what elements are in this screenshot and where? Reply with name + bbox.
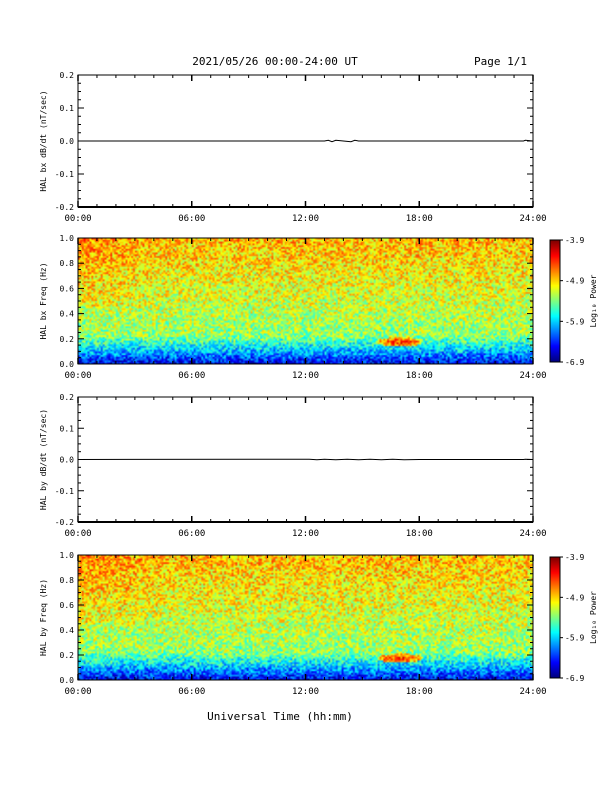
y-tick-label: 0.0 [60,676,75,685]
y-tick-label: 0.1 [60,104,75,113]
x-tick-label: 18:00 [406,529,433,539]
x-tick-label: 18:00 [406,687,433,697]
y-axis-label: HAL bx dB/dt (nT/sec) [39,90,48,191]
colorbar-tick-label: -4.9 [565,593,584,602]
x-tick-label: 06:00 [178,214,205,224]
colorbar-frame [549,239,561,363]
y-tick-label: -0.1 [55,487,74,496]
y-tick-label: -0.1 [55,170,74,179]
x-tick-label: 12:00 [292,687,319,697]
spectrogram-image [78,238,533,364]
colorbar-tick-label: -6.9 [565,674,584,683]
x-tick-label: 24:00 [519,214,546,224]
x-tick-label: 24:00 [519,687,546,697]
y-tick-label: 0.1 [60,424,75,433]
y-tick-label: 0.8 [60,576,75,585]
y-tick-label: 0.6 [60,601,75,610]
spectrogram-image [78,555,533,680]
colorbar-tick-label: -5.9 [565,634,584,643]
panel-bx-spectrogram: -3.9 -4.9 -5.9 -6.9 Log₁₀ Power 00:00 06:00 12:… [39,234,598,381]
y-axis-label: HAL by dB/dt (nT/sec) [39,409,48,510]
y-tick-label: 0.6 [60,284,75,293]
colorbar-image [550,240,560,362]
y-tick-label: 0.0 [60,456,75,465]
y-tick-label: 0.8 [60,259,75,268]
colorbar-image [550,557,560,678]
panels-group: 00:00 06:00 12:00 18:00 24:00 0.2 0.1 0.0 -0.1 -0… [39,71,598,697]
y-tick-label: 0.0 [60,360,75,369]
x-axis-label: Universal Time (hh:mm) [207,710,353,723]
y-axis-label: HAL by Freq (Hz) [39,579,48,656]
y-tick-label: 0.2 [60,651,75,660]
y-tick-label: 0.2 [60,393,75,402]
x-tick-label: 24:00 [519,529,546,539]
y-tick-label: 0.2 [60,71,75,80]
y-tick-label: 0.2 [60,335,75,344]
x-tick-label: 06:00 [178,371,205,381]
panel-by-spectrogram: -3.9 -4.9 -5.9 -6.9 Log₁₀ Power 00:00 06:00 12:… [39,551,598,697]
colorbar-label: Log₁₀ Power [589,274,598,327]
x-tick-label: 00:00 [64,371,91,381]
x-tick-label: 12:00 [292,214,319,224]
x-tick-label: 12:00 [292,371,319,381]
page-indicator: Page 1/1 [474,55,527,68]
colorbar-tick-label: -6.9 [565,358,584,367]
x-tick-label: 12:00 [292,529,319,539]
series-line [78,139,534,143]
x-tick-label: 18:00 [406,371,433,381]
y-tick-label: 0.4 [60,626,75,635]
x-tick-label: 00:00 [64,214,91,224]
figure-title: 2021/05/26 00:00-24:00 UT [192,55,358,68]
colorbar-tick-label: -3.9 [565,236,584,245]
y-tick-label: -0.2 [55,518,74,527]
series-line [77,458,534,461]
y-tick-label: -0.2 [55,203,74,212]
colorbar-tick-label: -5.9 [565,317,584,326]
x-tick-label: 18:00 [406,214,433,224]
x-tick-label: 06:00 [178,687,205,697]
x-tick-label: 00:00 [64,529,91,539]
y-tick-label: 1.0 [60,551,75,560]
x-tick-label: 24:00 [519,371,546,381]
x-tick-label: 00:00 [64,687,91,697]
x-tick-label: 06:00 [178,529,205,539]
colorbar-tick-label: -4.9 [565,277,584,286]
colorbar-tick-label: -3.9 [565,553,584,562]
y-axis-label: HAL bx Freq (Hz) [39,262,48,339]
y-tick-label: 0.4 [60,310,75,319]
colorbar-frame [549,556,561,679]
y-tick-label: 1.0 [60,234,75,243]
panel-by-derivative: 00:00 06:00 12:00 18:00 24:00 0.2 0.1 0.0 -0.1 -0… [39,393,547,539]
panel-bx-derivative: 00:00 06:00 12:00 18:00 24:00 0.2 0.1 0.0 -0.1 -0… [39,71,547,224]
colorbar-label: Log₁₀ Power [589,591,598,644]
y-tick-label: 0.0 [60,137,75,146]
